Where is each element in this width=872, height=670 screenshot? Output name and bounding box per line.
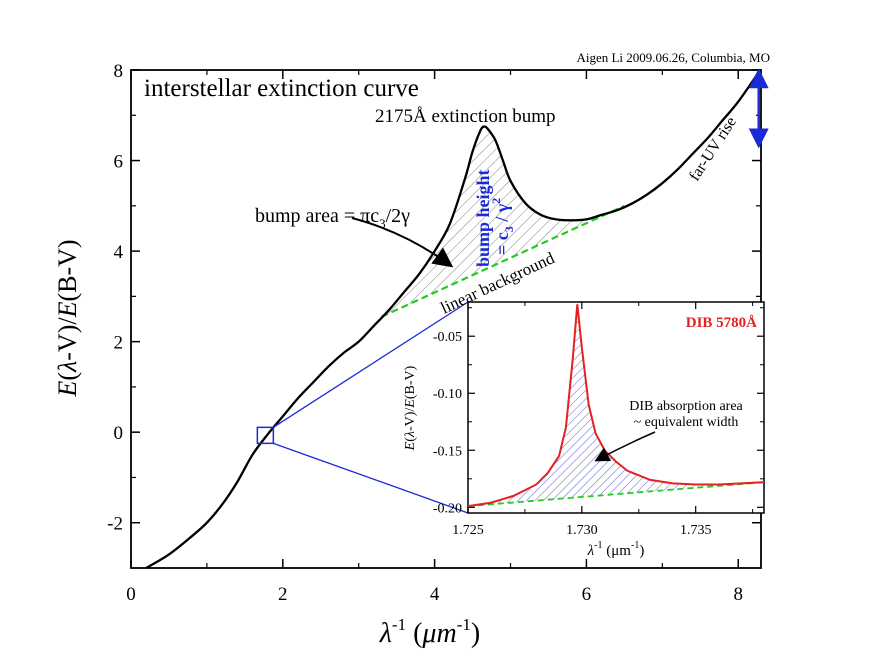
main-ytick-label: 4: [114, 242, 124, 263]
main-linear-background-line: [381, 204, 625, 318]
inset-ytick-label: -0.20: [433, 501, 462, 516]
zoom-connector-top: [272, 301, 469, 428]
main-xtick-label: 2: [278, 584, 288, 605]
inset-ytick-label: -0.15: [433, 444, 462, 459]
dib-area-arrow: [594, 431, 656, 462]
inset-ytick-label: -0.05: [433, 330, 462, 345]
main-xtick-label: 4: [430, 584, 440, 605]
inset-xtick-label: 1.730: [566, 523, 598, 538]
zoom-connector-bottom: [273, 442, 469, 514]
extinction-curve-line: [145, 71, 760, 568]
main-ytick-label: 0: [114, 423, 124, 444]
zoom-box: [256, 426, 275, 445]
inset-ytick-label: -0.10: [433, 387, 462, 402]
credit-text: Aigen Li 2009.06.26, Columbia, MO: [576, 50, 770, 65]
inset-xlabel: λ-1 (μm-1): [587, 540, 645, 559]
bump-height-text: bump height: [473, 169, 493, 267]
dib-profile-line: [468, 304, 764, 508]
far-uv-label: far-UV rise: [686, 114, 740, 184]
bump-area-arrow: [351, 217, 454, 268]
inset-xtick-label: 1.725: [452, 523, 484, 538]
main-ticks: 0 2 4 6 8 -2 0 2 4 6 8: [107, 61, 761, 605]
bump-area-formula: bump area = πc3/2γ: [255, 205, 410, 231]
bump-label: 2175Å extinction bump: [375, 106, 555, 127]
inset-xtick-label: 1.735: [680, 523, 712, 538]
main-ylabel: E(λ-V)/E(B-V): [53, 239, 82, 397]
bump-height-formula: = c3 / γ2: [489, 198, 516, 255]
main-ytick-label: 6: [114, 152, 124, 173]
main-xlabel: λ-1 (μm-1): [379, 615, 480, 649]
inset-ylabel: E(λ-V)/E(B-V): [403, 365, 418, 451]
bump-area-hatch: [381, 126, 625, 317]
main-title: interstellar extinction curve: [144, 75, 419, 102]
dib-area-hatch: [468, 304, 764, 507]
inset-title: DIB 5780Å: [686, 315, 757, 331]
main-xtick-label: 6: [582, 584, 592, 605]
dib-area-label-2: ~ equivalent width: [634, 415, 739, 430]
main-ytick-label: -2: [107, 514, 123, 535]
inset-ticks: 1.725 1.730 1.735 -0.20 -0.15 -0.10 -0.05: [433, 302, 764, 538]
main-xtick-label: 8: [733, 584, 743, 605]
bump-height-formula-text: = c3 / γ2: [489, 198, 516, 255]
main-ytick-label: 8: [114, 61, 124, 82]
bump-height-label: bump height: [473, 169, 493, 267]
main-xtick-label: 0: [126, 584, 136, 605]
main-ytick-label: 2: [114, 333, 124, 354]
dib-area-label-1: DIB absorption area: [629, 399, 743, 414]
inset-plot: 1.725 1.730 1.735 -0.20 -0.15 -0.10 -0.05 DIB …: [403, 301, 765, 559]
